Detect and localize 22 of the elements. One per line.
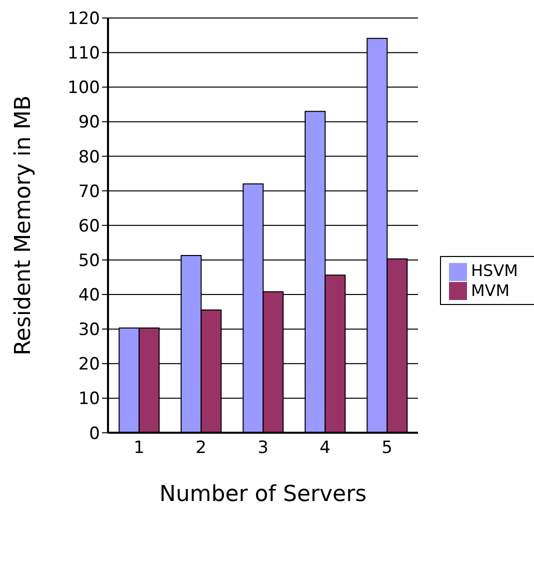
y-tick-label: 20: [78, 354, 100, 375]
y-tick-label: 110: [68, 44, 100, 64]
x-tick-label: 3: [258, 438, 268, 458]
x-tick-label: 5: [382, 438, 392, 458]
legend-label: HSVM: [471, 261, 518, 280]
legend-label: MVM: [471, 280, 510, 300]
x-tick-label: 2: [196, 438, 206, 458]
y-tick-label: 10: [78, 389, 100, 410]
y-tick-label: 100: [68, 78, 100, 98]
x-axis-title: Number of Servers: [159, 482, 367, 507]
x-tick-label: 1: [134, 438, 144, 458]
y-tick-label: 50: [78, 250, 100, 271]
y-tick-label: 120: [68, 9, 100, 30]
y-axis-title: Resident Memory in MB: [10, 95, 36, 356]
x-tick-label: 4: [320, 438, 330, 458]
y-tick-label: 80: [78, 147, 100, 168]
y-tick-label: 30: [78, 320, 100, 340]
y-tick-label: 40: [78, 286, 100, 306]
y-tick-label: 60: [78, 216, 100, 236]
y-tick-label: 70: [78, 182, 100, 202]
y-tick-label: 0: [89, 424, 100, 444]
y-tick-label: 90: [78, 112, 100, 133]
